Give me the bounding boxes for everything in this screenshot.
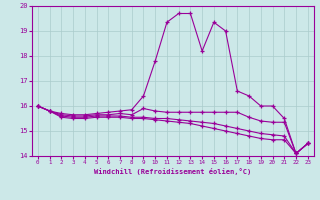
X-axis label: Windchill (Refroidissement éolien,°C): Windchill (Refroidissement éolien,°C) bbox=[94, 168, 252, 175]
